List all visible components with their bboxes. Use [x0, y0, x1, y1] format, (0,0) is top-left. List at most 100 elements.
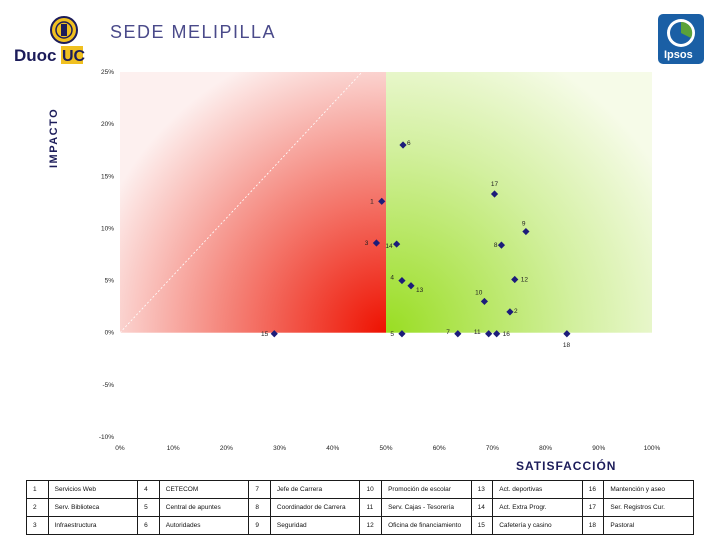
high-satisfaction-zone — [386, 72, 652, 333]
legend-label: Oficina de financiamiento — [381, 516, 472, 535]
ipsos-logo: Ipsos — [658, 14, 704, 64]
x-tick-label: 100% — [644, 445, 661, 452]
data-point-marker — [393, 240, 401, 248]
x-tick-label: 50% — [379, 445, 392, 452]
legend-label: Servicios Web — [47, 480, 139, 499]
legend-number: 14 — [470, 498, 494, 517]
legend-number: 15 — [470, 516, 494, 535]
legend-number: 2 — [26, 498, 49, 517]
y-tick-label: 0% — [105, 330, 115, 337]
data-point-marker — [378, 197, 386, 205]
legend-number: 17 — [581, 498, 605, 517]
x-tick-label: 70% — [486, 445, 499, 452]
legend-label: CETECOM — [158, 480, 250, 499]
legend-label: Ser. Registros Cur. — [603, 498, 694, 517]
legend-table: 1 Servicios Web 4 CETECOM 7 Jefe de Carrera 10… — [26, 480, 694, 535]
y-tick-label: 15% — [101, 173, 114, 180]
legend-number: 3 — [26, 516, 49, 535]
y-tick-label: 20% — [101, 121, 114, 128]
data-point-marker — [493, 330, 501, 338]
legend-number: 11 — [359, 498, 383, 517]
legend-row: 1 Servicios Web 4 CETECOM 7 Jefe de Carrera 10… — [26, 480, 694, 499]
data-point-label: 7 — [446, 329, 450, 336]
svg-text:UC: UC — [62, 48, 86, 65]
duoc-uc-logo: Duoc UC — [14, 16, 86, 65]
x-tick-label: 30% — [273, 445, 286, 452]
data-point-marker — [511, 275, 519, 284]
low-satisfaction-zone — [120, 72, 386, 333]
legend-label: Coordinador de Carrera — [269, 498, 361, 517]
data-point-marker — [480, 297, 489, 306]
x-tick-label: 10% — [167, 445, 180, 452]
data-point-label: 6 — [407, 140, 411, 147]
data-point-label: 5 — [390, 331, 394, 338]
legend-label: Pastoral — [603, 516, 694, 535]
legend-label: Cafetería y casino — [492, 516, 583, 535]
legend-number: 4 — [137, 480, 160, 499]
data-point-marker — [485, 330, 493, 338]
data-point-label: 14 — [385, 243, 393, 250]
data-point-label: 16 — [503, 331, 511, 338]
data-point-label: 9 — [522, 221, 526, 228]
legend-label: Seguridad — [269, 516, 361, 535]
legend-label: Autoridades — [158, 516, 250, 535]
legend-row: 2 Serv. Biblioteca 5 Central de apuntes 8 Coo… — [26, 498, 694, 517]
data-point-label: 2 — [514, 308, 518, 315]
legend-label: Central de apuntes — [158, 498, 250, 517]
scatter-chart: 0% 10% 20% 30% 40% 50% 60% 70% 80% 90% 100%25%20%1… — [99, 69, 661, 452]
data-point-marker — [372, 239, 381, 247]
legend-label: Act. deportivas — [492, 480, 583, 499]
x-tick-label: 20% — [220, 445, 233, 452]
x-tick-label: 40% — [326, 445, 339, 452]
legend-label: Serv. Cajas - Tesorería — [381, 498, 472, 517]
data-point-marker — [490, 190, 499, 198]
reference-line — [119, 71, 363, 333]
data-point-marker — [522, 227, 530, 236]
data-point-label: 8 — [494, 242, 498, 249]
legend-label: Act. Extra Progr. — [492, 498, 583, 517]
legend-number: 9 — [248, 516, 271, 535]
x-tick-label: 80% — [539, 445, 552, 452]
axes: 0% 10% 20% 30% 40% 50% 60% 70% 80% 90% 100%25%20%1… — [99, 69, 661, 452]
data-point-marker — [497, 241, 506, 249]
data-point-marker — [398, 276, 406, 285]
legend-label: Promoción de escolar — [381, 480, 472, 499]
y-tick-label: 25% — [101, 69, 114, 76]
data-point-label: 10 — [475, 289, 483, 296]
data-point-marker — [398, 330, 406, 338]
data-point-marker — [270, 330, 278, 338]
data-point-marker — [563, 330, 571, 338]
legend-number: 10 — [359, 480, 383, 499]
data-point-marker — [407, 282, 415, 290]
data-point-marker — [399, 141, 407, 149]
data-point-label: 3 — [365, 240, 369, 247]
legend-number: 13 — [470, 480, 494, 499]
y-tick-label: 10% — [101, 225, 114, 232]
quadrant-zones — [119, 71, 652, 333]
data-point-label: 17 — [491, 181, 499, 188]
legend-label: Mantención y aseo — [603, 480, 694, 499]
legend-label: Infraestructura — [47, 516, 139, 535]
legend-label: Jefe de Carrera — [269, 480, 361, 499]
data-point-label: 11 — [474, 329, 481, 336]
svg-text:Duoc: Duoc — [14, 46, 57, 65]
data-point-label: 15 — [261, 331, 269, 338]
legend-number: 12 — [359, 516, 383, 535]
legend-number: 7 — [248, 480, 271, 499]
data-point-label: 12 — [521, 277, 529, 284]
legend-number: 6 — [137, 516, 160, 535]
y-tick-label: -5% — [102, 382, 114, 389]
y-tick-label: 5% — [105, 278, 115, 285]
data-point-label: 18 — [563, 342, 571, 349]
legend-label: Serv. Biblioteca — [47, 498, 139, 517]
x-tick-label: 0% — [115, 445, 125, 452]
svg-text:Ipsos: Ipsos — [664, 49, 693, 61]
legend-number: 18 — [581, 516, 605, 535]
legend-number: 5 — [137, 498, 160, 517]
data-point-label: 13 — [416, 287, 424, 294]
data-point-label: 4 — [390, 275, 394, 282]
legend-number: 16 — [581, 480, 605, 499]
duoc-crest-icon — [50, 16, 78, 44]
x-tick-label: 90% — [592, 445, 605, 452]
